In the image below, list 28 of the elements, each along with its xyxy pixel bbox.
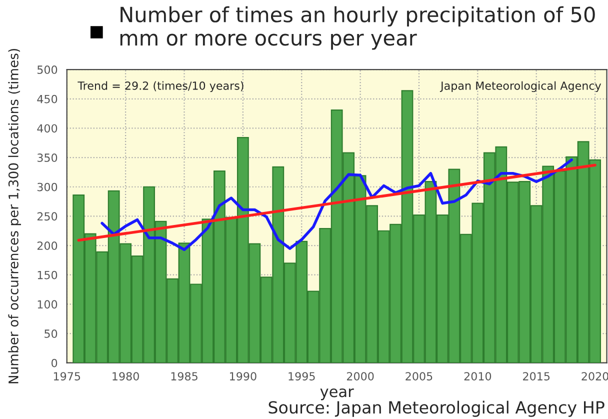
y-tick-label: 450 [37, 94, 58, 104]
y-tick-label: 100 [38, 300, 58, 309]
x-tick-label: 1990 [230, 372, 256, 380]
y-tick-label: 300 [37, 182, 58, 192]
annotation: Trend = 29.2 (times/10 years) [78, 81, 244, 92]
y-tick-label: 400 [37, 124, 58, 133]
x-tick-label: 2010 [464, 372, 492, 380]
x-tick-label: 2015 [523, 372, 550, 380]
y-tick-label: 500 [38, 66, 58, 74]
chart-title: Number of times an hourly precipitation of 50 mm or more occurs per year [120, 6, 595, 50]
x-tick-label: 2020 [582, 372, 608, 380]
x-tick-label: 1980 [112, 372, 139, 380]
y-axis-title: Number of occurrences per 1,300 locations (times) [8, 48, 21, 384]
annotation: Japan Meteorological Agency [440, 81, 602, 92]
y-tick-label: 150 [38, 270, 58, 280]
x-tick-label: 1995 [288, 372, 315, 380]
y-tick-label: 250 [37, 212, 58, 221]
x-tick-label: 2005 [406, 372, 432, 380]
y-tick-label: 50 [44, 330, 58, 338]
x-tick-label: 2000 [346, 372, 374, 380]
line-series [100, 158, 573, 252]
source-note: Source: Japan Meteorological Agency HP [268, 400, 604, 417]
x-axis-title: year [320, 388, 354, 400]
x-tick-label: 1985 [171, 372, 198, 380]
y-tick-label: 0 [52, 358, 58, 368]
y-tick-label: 350 [37, 154, 58, 162]
y-tick-label: 200 [37, 242, 58, 250]
x-tick-label: 1975 [54, 372, 80, 380]
